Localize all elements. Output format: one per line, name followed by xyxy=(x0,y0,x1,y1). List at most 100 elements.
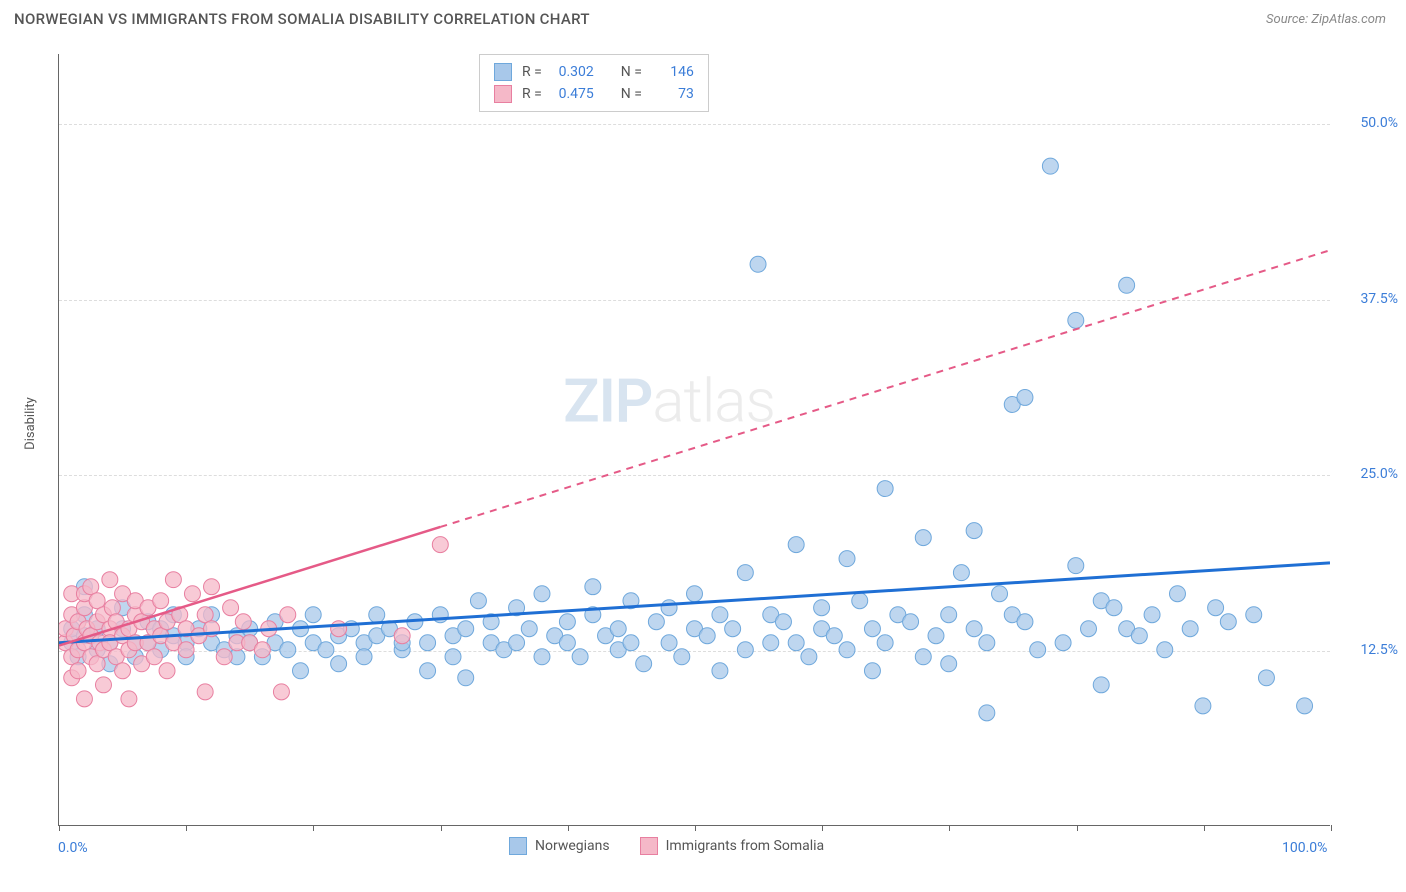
scatter-point xyxy=(1081,621,1097,637)
y-tick-label: 50.0% xyxy=(1338,115,1398,131)
scatter-point xyxy=(725,621,741,637)
series-legend-label: Norwegians xyxy=(535,838,610,854)
scatter-point xyxy=(636,656,652,672)
scatter-point xyxy=(1220,614,1236,630)
scatter-point xyxy=(585,579,601,595)
scatter-point xyxy=(305,607,321,623)
scatter-point xyxy=(839,642,855,658)
scatter-point xyxy=(76,691,92,707)
scatter-point xyxy=(394,628,410,644)
series-legend-item: Norwegians xyxy=(509,837,610,855)
legend-n-value: 73 xyxy=(652,83,694,105)
scatter-point xyxy=(1169,586,1185,602)
scatter-point xyxy=(146,649,162,665)
scatter-point xyxy=(280,607,296,623)
series-legend: Norwegians Immigrants from Somalia xyxy=(509,837,824,855)
scatter-point xyxy=(1195,698,1211,714)
scatter-point xyxy=(223,600,239,616)
scatter-point xyxy=(559,635,575,651)
scatter-point xyxy=(699,628,715,644)
scatter-point xyxy=(178,642,194,658)
scatter-point xyxy=(534,649,550,665)
legend-r-label: R = xyxy=(522,61,542,83)
scatter-point xyxy=(979,635,995,651)
scatter-point xyxy=(534,586,550,602)
scatter-point xyxy=(750,256,766,272)
chart-container: Disability ZIPatlas R =0.302 N =146R =0.… xyxy=(14,36,1394,856)
scatter-point xyxy=(1246,607,1262,623)
scatter-point xyxy=(235,614,251,630)
scatter-point xyxy=(254,642,270,658)
scatter-point xyxy=(801,649,817,665)
scatter-point xyxy=(273,684,289,700)
scatter-point xyxy=(1030,642,1046,658)
correlation-legend: R =0.302 N =146R =0.475 N =73 xyxy=(479,54,709,112)
scatter-point xyxy=(153,593,169,609)
scatter-point xyxy=(1017,389,1033,405)
scatter-point xyxy=(356,649,372,665)
series-legend-item: Immigrants from Somalia xyxy=(640,837,825,855)
scatter-point xyxy=(763,635,779,651)
scatter-point xyxy=(941,607,957,623)
scatter-point xyxy=(788,537,804,553)
scatter-point xyxy=(687,586,703,602)
scatter-point xyxy=(1068,312,1084,328)
legend-row: R =0.475 N =73 xyxy=(494,83,694,105)
source-attribution: Source: ZipAtlas.com xyxy=(1266,12,1386,27)
legend-swatch xyxy=(494,63,512,81)
legend-swatch xyxy=(494,85,512,103)
scatter-point xyxy=(432,537,448,553)
scatter-point xyxy=(852,593,868,609)
scatter-point xyxy=(788,635,804,651)
scatter-point xyxy=(648,614,664,630)
scatter-point xyxy=(737,642,753,658)
scatter-point xyxy=(458,621,474,637)
scatter-point xyxy=(775,614,791,630)
scatter-point xyxy=(458,670,474,686)
scatter-point xyxy=(915,530,931,546)
legend-r-value: 0.302 xyxy=(552,61,594,83)
scatter-point xyxy=(1068,558,1084,574)
scatter-point xyxy=(1042,158,1058,174)
scatter-point xyxy=(420,663,436,679)
scatter-point xyxy=(216,649,232,665)
scatter-point xyxy=(979,705,995,721)
x-tick-label: 0.0% xyxy=(58,840,88,856)
scatter-point xyxy=(1055,635,1071,651)
scatter-point xyxy=(1182,621,1198,637)
scatter-point xyxy=(737,565,753,581)
x-tick-label: 100.0% xyxy=(1282,840,1327,856)
plot-area: ZIPatlas R =0.302 N =146R =0.475 N =73 N… xyxy=(58,54,1330,826)
scatter-point xyxy=(159,663,175,679)
scatter-point xyxy=(1093,677,1109,693)
scatter-point xyxy=(661,600,677,616)
scatter-point xyxy=(102,572,118,588)
scatter-point xyxy=(95,677,111,693)
scatter-point xyxy=(941,656,957,672)
scatter-point xyxy=(318,642,334,658)
y-tick-label: 12.5% xyxy=(1338,642,1398,658)
scatter-point xyxy=(280,642,296,658)
series-legend-label: Immigrants from Somalia xyxy=(666,838,825,854)
legend-r-label: R = xyxy=(522,83,542,105)
scatter-point xyxy=(115,663,131,679)
y-axis-label: Disability xyxy=(23,397,38,450)
scatter-point xyxy=(877,635,893,651)
scatter-point xyxy=(674,649,690,665)
scatter-point xyxy=(610,621,626,637)
scatter-point xyxy=(864,621,880,637)
scatter-point xyxy=(966,621,982,637)
scatter-point xyxy=(826,628,842,644)
scatter-point xyxy=(1106,600,1122,616)
scatter-point xyxy=(953,565,969,581)
scatter-point xyxy=(197,684,213,700)
scatter-point xyxy=(928,628,944,644)
scatter-point xyxy=(839,551,855,567)
scatter-point xyxy=(1157,642,1173,658)
scatter-point xyxy=(369,607,385,623)
scatter-point xyxy=(509,635,525,651)
scatter-point xyxy=(1258,670,1274,686)
legend-swatch xyxy=(640,837,658,855)
scatter-point xyxy=(204,579,220,595)
scatter-point xyxy=(521,621,537,637)
